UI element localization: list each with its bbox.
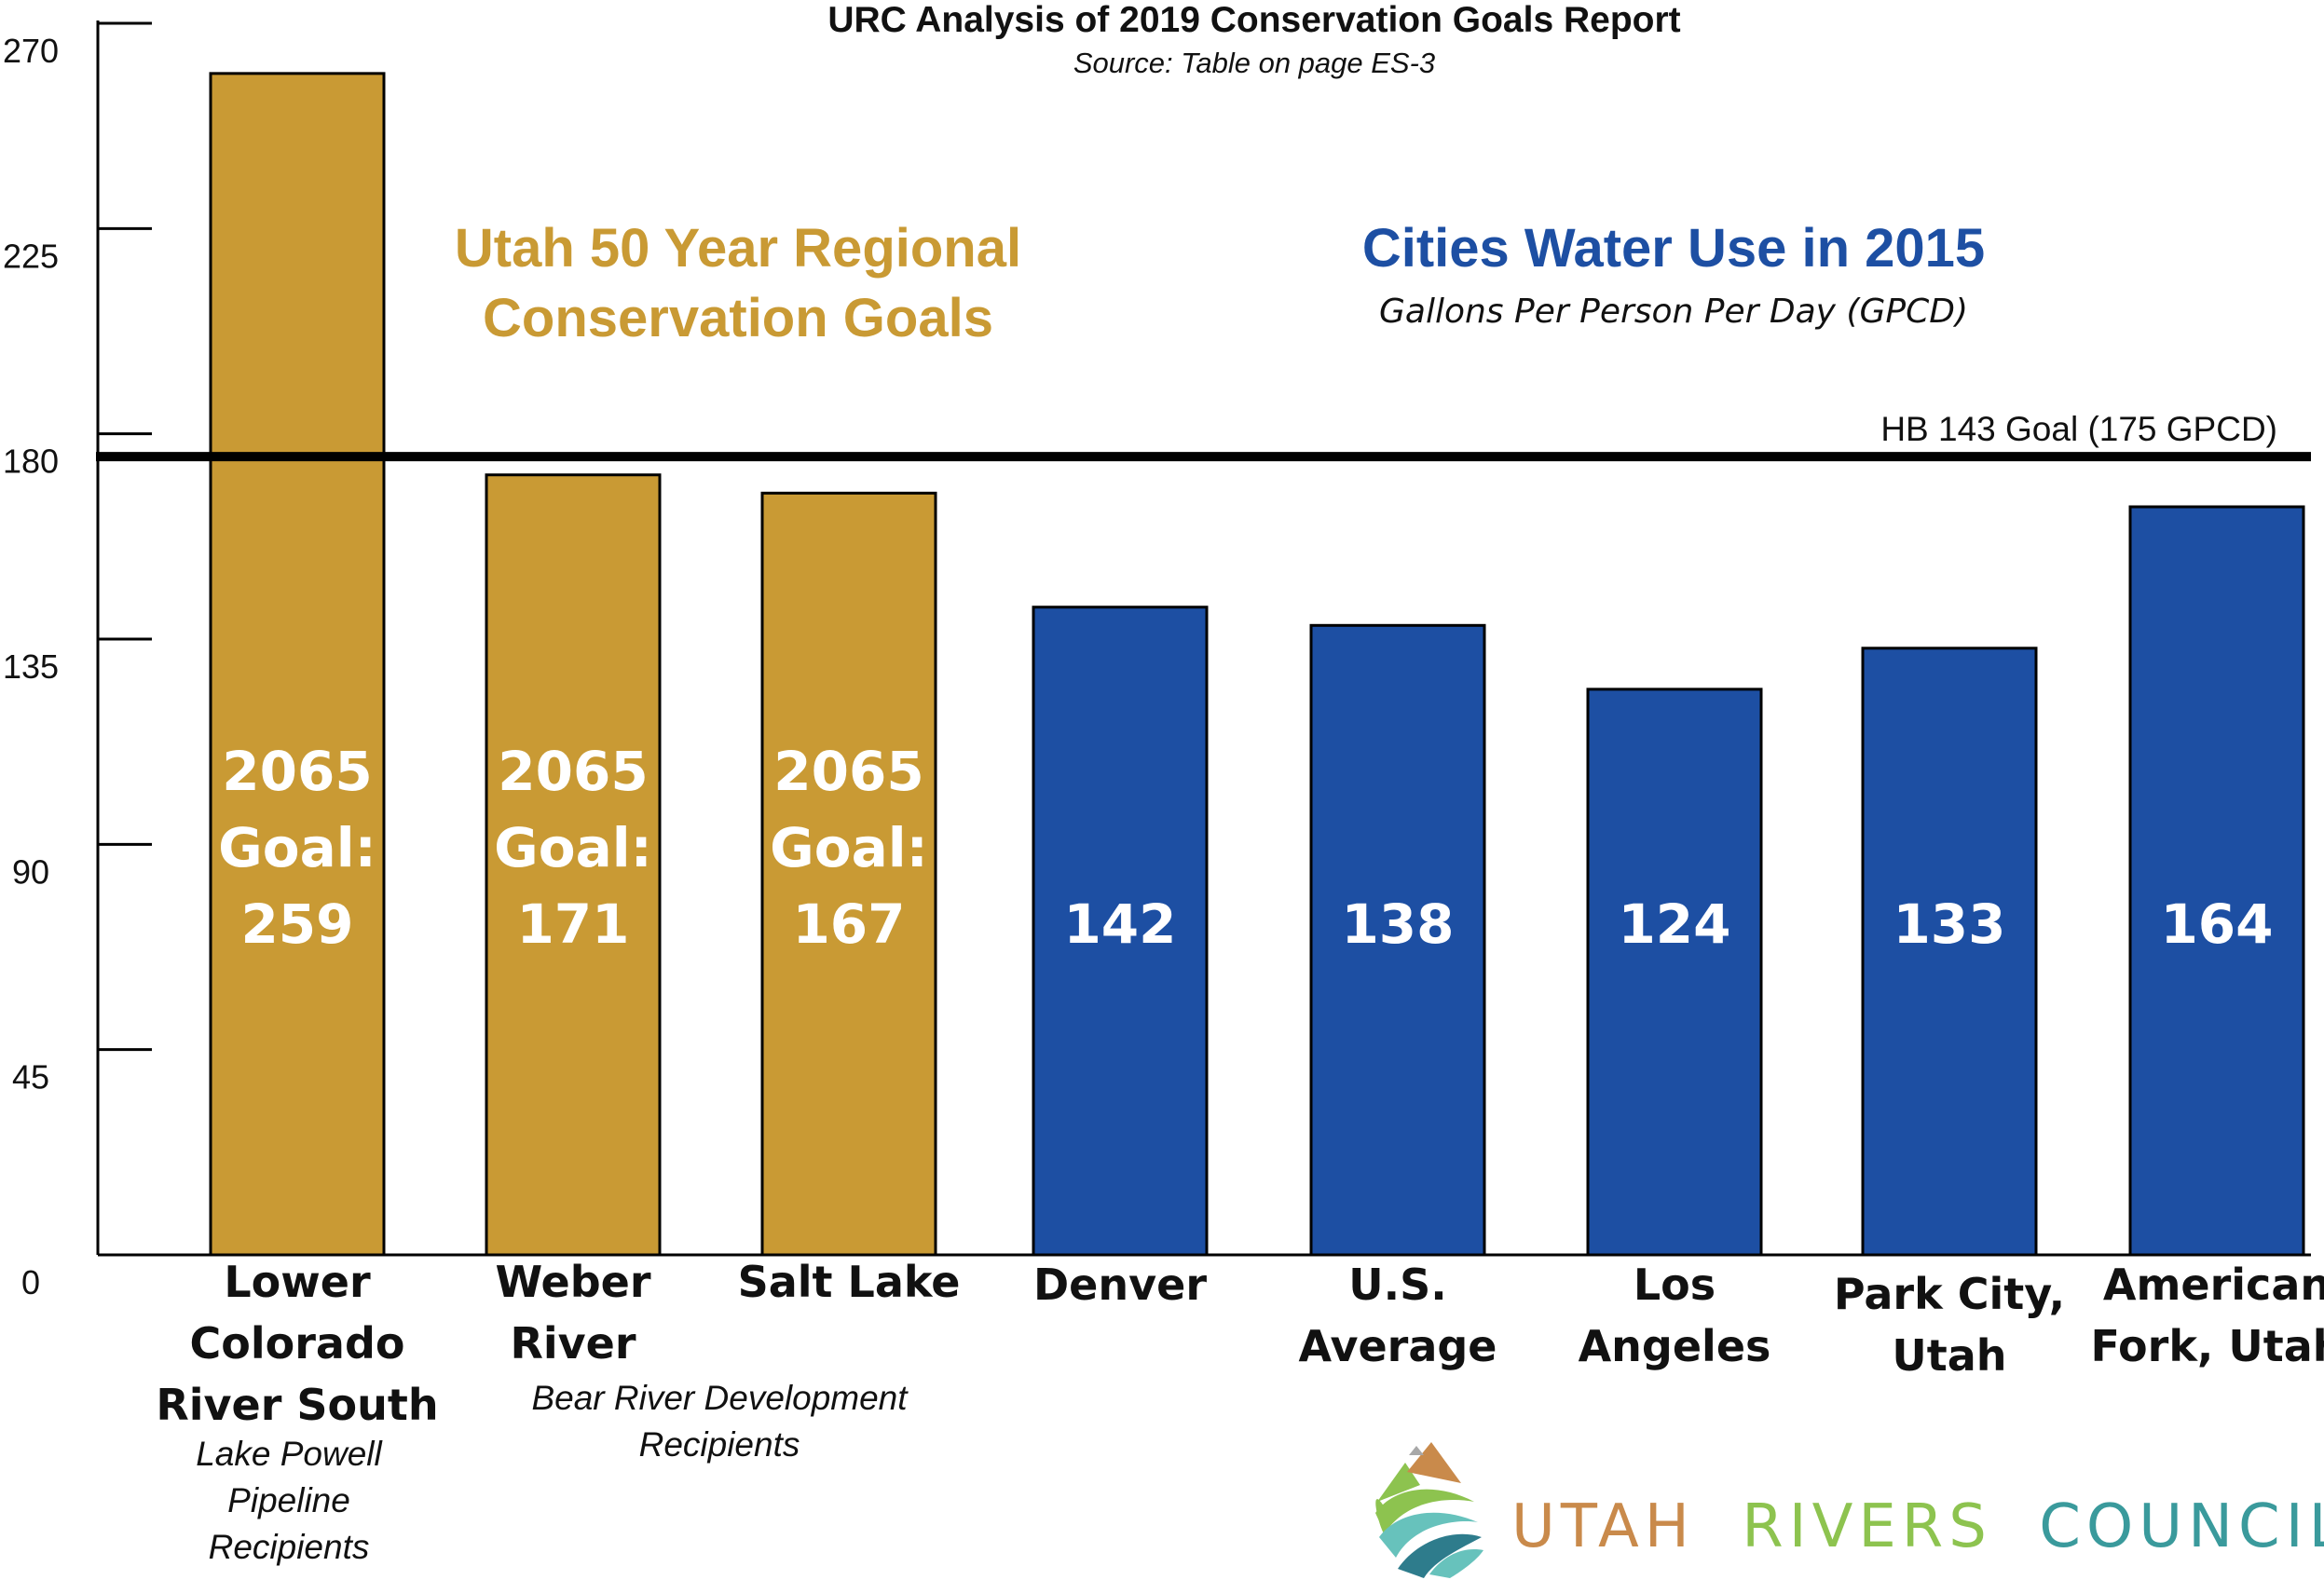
x-category-label: American [2103,1260,2324,1310]
bar-6 [1861,647,2038,1257]
bar-4 [1309,623,1486,1257]
bar-0 [209,72,386,1257]
cities-subheading: Gallons Per Person Per Day (GPCD) [1379,293,1968,331]
bar-value-label: 171 [516,892,629,956]
x-category-label: Fork, Utah [2090,1321,2324,1371]
bar-value-label: 2065 [222,740,372,803]
bars-layer [209,72,2305,1257]
y-tick-label: 270 [3,32,59,70]
chart-subtitle: Source: Table on page ES-3 [1073,47,1435,79]
logo-word-council: COUNCIL [2039,1492,2324,1561]
logo-word-utah: UTAH [1511,1492,1695,1561]
bar-value-label: 167 [792,892,905,956]
reference-line-label: HB 143 Goal (175 GPCD) [1880,410,2277,448]
x-category-label: Colorado [190,1318,405,1369]
x-category-label: Los [1634,1260,1716,1310]
y-tick-label: 135 [3,647,59,686]
x-category-label: Lower [224,1257,371,1307]
x-category-label: River South [156,1380,438,1430]
cities-heading: Cities Water Use in 2015 [1362,218,1985,279]
x-category-label: Average [1299,1321,1497,1371]
bar-2 [760,491,937,1257]
x-category-label: River [510,1318,636,1369]
logo-word-rivers: RIVERS [1742,1492,1992,1561]
svg-text:UTAH RIVERS COUNCI: UTAH RIVERS COUNCIL [1511,1492,2324,1561]
y-tick-label: 90 [12,852,49,891]
x-category-label: Weber [495,1257,650,1307]
note-weber-salt-line-1: Bear River Development [531,1379,909,1417]
bar-value-label: Goal: [218,816,376,879]
y-tick-label: 225 [3,237,59,275]
bar-value-label: Goal: [770,816,928,879]
note-lower-colorado-line-3: Recipients [209,1528,370,1566]
text-layer: URC Analysis of 2019 Conservation Goals … [156,0,2324,1566]
bar-1 [485,473,662,1257]
y-tick-label: 180 [3,443,59,481]
x-category-label: Salt Lake [738,1257,961,1307]
x-category-label: Angeles [1579,1321,1771,1371]
note-lower-colorado-line-1: Lake Powell [196,1435,383,1473]
bar-value-label: 142 [1063,892,1176,956]
logo-mark-icon [1375,1442,1483,1578]
note-lower-colorado-line-2: Pipeline [227,1481,350,1519]
x-category-label: Denver [1033,1260,1207,1310]
y-tick-label: 0 [21,1263,40,1301]
bar-value-label: 2065 [773,740,923,803]
bar-value-label: 164 [2160,892,2273,956]
x-category-label: Park City, [1834,1269,2065,1319]
bar-7 [2128,505,2305,1257]
goals-heading-line-1: Utah 50 Year Regional [455,218,1021,279]
bar-value-label: Goal: [494,816,652,879]
axis-layer: 0 45 90 135 180 225 270 [3,20,2311,1301]
note-weber-salt-line-2: Recipients [639,1425,800,1464]
x-category-label: U.S. [1348,1260,1446,1310]
bar-value-label: 259 [240,892,353,956]
bar-5 [1586,688,1763,1257]
bar-value-label: 2065 [498,740,648,803]
chart-title: URC Analysis of 2019 Conservation Goals … [827,0,1680,40]
x-category-label: Utah [1892,1330,2006,1381]
goals-heading-line-2: Conservation Goals [483,288,993,348]
y-tick-label: 45 [12,1058,49,1096]
bar-value-label: 124 [1618,892,1730,956]
bar-3 [1032,606,1209,1257]
bar-value-label: 133 [1893,892,2005,956]
bar-value-label: 138 [1341,892,1454,956]
utah-rivers-council-logo: UTAH RIVERS COUNCIL [1375,1442,2324,1578]
